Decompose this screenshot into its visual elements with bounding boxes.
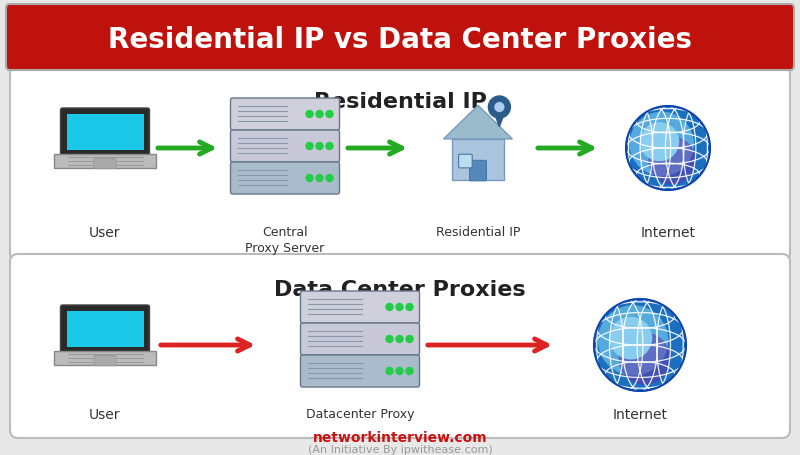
Circle shape xyxy=(306,111,313,117)
FancyBboxPatch shape xyxy=(470,160,486,181)
Text: Residential IP: Residential IP xyxy=(436,226,520,239)
Circle shape xyxy=(626,106,710,190)
FancyBboxPatch shape xyxy=(230,98,339,130)
Text: Internet: Internet xyxy=(613,408,667,422)
Circle shape xyxy=(386,303,393,310)
Circle shape xyxy=(316,111,323,117)
Circle shape xyxy=(326,175,333,182)
FancyBboxPatch shape xyxy=(94,356,116,366)
Text: networkinterview.com: networkinterview.com xyxy=(313,431,487,445)
Circle shape xyxy=(610,318,651,359)
Circle shape xyxy=(396,368,403,374)
Circle shape xyxy=(306,142,313,150)
Circle shape xyxy=(406,335,413,343)
Circle shape xyxy=(406,368,413,374)
FancyBboxPatch shape xyxy=(61,305,150,353)
Circle shape xyxy=(396,335,403,343)
Circle shape xyxy=(306,175,313,182)
Text: Data Center Proxies: Data Center Proxies xyxy=(274,280,526,300)
FancyBboxPatch shape xyxy=(6,4,794,70)
FancyBboxPatch shape xyxy=(301,323,419,355)
Text: User: User xyxy=(90,408,121,422)
FancyBboxPatch shape xyxy=(301,291,419,323)
Text: User: User xyxy=(90,226,121,240)
Circle shape xyxy=(619,334,670,384)
Circle shape xyxy=(598,306,667,375)
Circle shape xyxy=(386,335,393,343)
FancyBboxPatch shape xyxy=(54,351,156,365)
Circle shape xyxy=(406,303,413,310)
Text: Residential IP: Residential IP xyxy=(314,92,486,112)
Circle shape xyxy=(488,96,510,118)
FancyBboxPatch shape xyxy=(301,355,419,387)
FancyBboxPatch shape xyxy=(10,66,790,262)
Text: Residential IP vs Data Center Proxies: Residential IP vs Data Center Proxies xyxy=(108,26,692,54)
Text: Central
Proxy Server: Central Proxy Server xyxy=(246,226,325,255)
FancyBboxPatch shape xyxy=(66,114,143,150)
FancyBboxPatch shape xyxy=(94,159,116,169)
Circle shape xyxy=(630,112,693,175)
FancyBboxPatch shape xyxy=(230,162,339,194)
Circle shape xyxy=(316,142,323,150)
FancyBboxPatch shape xyxy=(10,254,790,438)
FancyBboxPatch shape xyxy=(54,154,156,168)
FancyBboxPatch shape xyxy=(66,311,143,347)
Circle shape xyxy=(326,111,333,117)
Circle shape xyxy=(495,103,504,111)
FancyBboxPatch shape xyxy=(458,154,472,168)
Text: Datacenter Proxy: Datacenter Proxy xyxy=(306,408,414,421)
Circle shape xyxy=(386,368,393,374)
Polygon shape xyxy=(494,110,506,126)
Circle shape xyxy=(396,303,403,310)
Circle shape xyxy=(641,123,678,161)
Circle shape xyxy=(316,175,323,182)
Circle shape xyxy=(594,299,686,391)
Text: ipwithease.com: ipwithease.com xyxy=(158,207,442,393)
FancyBboxPatch shape xyxy=(230,130,339,162)
Polygon shape xyxy=(443,105,512,139)
Text: (An Initiative By ipwithease.com): (An Initiative By ipwithease.com) xyxy=(308,445,492,455)
Text: Internet: Internet xyxy=(641,226,695,240)
Circle shape xyxy=(326,142,333,150)
FancyBboxPatch shape xyxy=(61,108,150,156)
FancyBboxPatch shape xyxy=(451,139,505,180)
Circle shape xyxy=(649,137,695,184)
